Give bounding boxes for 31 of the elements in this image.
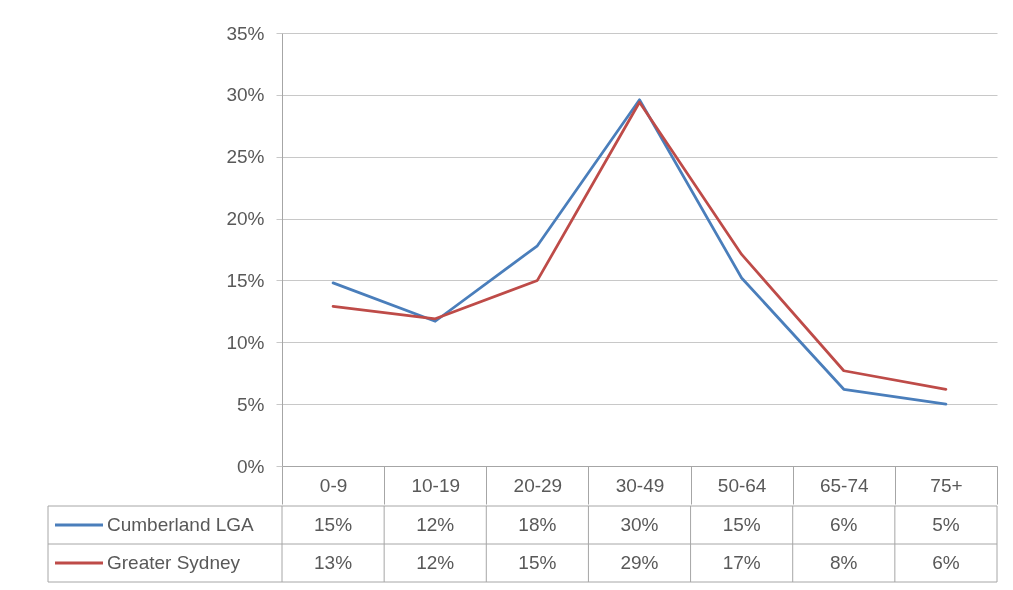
y-tick-label: 15% — [226, 269, 265, 291]
x-tick-label: 10-19 — [411, 474, 461, 496]
x-tick-label: 0-9 — [319, 474, 348, 496]
data-label: 12% — [416, 552, 455, 573]
data-label: 13% — [314, 552, 353, 573]
legend-label: Greater Sydney — [107, 552, 241, 573]
y-tick-label: 20% — [226, 208, 265, 230]
legend-label: Cumberland LGA — [107, 514, 255, 535]
y-tick-label: 25% — [226, 146, 265, 168]
data-label: 15% — [722, 514, 761, 535]
data-label: 17% — [722, 552, 761, 573]
data-label: 15% — [314, 514, 353, 535]
x-tick-label: 50-64 — [717, 474, 767, 496]
data-label: 6% — [932, 552, 960, 573]
y-tick-label: 10% — [226, 331, 265, 353]
data-label: 29% — [620, 552, 659, 573]
data-label: 12% — [416, 514, 455, 535]
data-label: 18% — [518, 514, 557, 535]
data-label: 30% — [620, 514, 659, 535]
x-tick-label: 20-29 — [513, 474, 563, 496]
x-tick-label: 30-49 — [615, 474, 665, 496]
data-label: 15% — [518, 552, 557, 573]
y-tick-label: 35% — [226, 22, 265, 44]
y-tick-label: 0% — [237, 455, 265, 477]
data-label: 5% — [932, 514, 960, 535]
x-tick-label: 75+ — [930, 474, 963, 496]
y-tick-label: 30% — [226, 84, 265, 106]
x-tick-label: 65-74 — [819, 474, 870, 496]
y-tick-label: 5% — [237, 393, 265, 415]
data-label: 6% — [830, 514, 858, 535]
data-label: 8% — [830, 552, 858, 573]
